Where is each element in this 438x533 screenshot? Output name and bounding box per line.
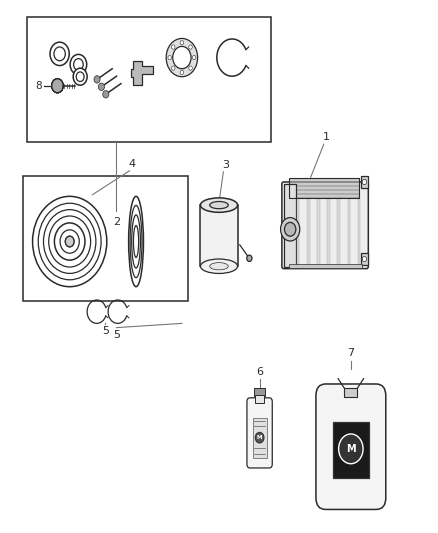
Circle shape bbox=[74, 59, 83, 70]
Bar bbox=[289, 178, 359, 198]
FancyBboxPatch shape bbox=[316, 384, 386, 510]
Circle shape bbox=[339, 434, 363, 464]
Bar bbox=[201, 205, 237, 266]
Bar bbox=[27, 17, 272, 142]
Bar bbox=[332, 422, 369, 478]
FancyBboxPatch shape bbox=[282, 182, 368, 269]
Text: 8: 8 bbox=[35, 81, 42, 91]
Circle shape bbox=[189, 66, 192, 70]
Circle shape bbox=[173, 46, 191, 69]
Circle shape bbox=[65, 236, 74, 247]
Text: 5: 5 bbox=[113, 330, 120, 340]
Circle shape bbox=[281, 217, 300, 241]
Bar bbox=[289, 186, 359, 189]
Ellipse shape bbox=[210, 263, 228, 270]
Bar bbox=[253, 418, 267, 458]
Circle shape bbox=[255, 432, 264, 443]
Bar bbox=[284, 184, 296, 266]
Circle shape bbox=[52, 79, 63, 93]
Text: 7: 7 bbox=[347, 348, 354, 358]
Bar bbox=[361, 176, 368, 188]
Circle shape bbox=[362, 256, 367, 262]
Bar bbox=[22, 176, 188, 301]
Bar bbox=[289, 190, 359, 193]
Circle shape bbox=[52, 79, 63, 93]
Circle shape bbox=[52, 79, 63, 93]
Text: 6: 6 bbox=[256, 367, 263, 377]
Text: 1: 1 bbox=[322, 132, 329, 142]
Bar bbox=[361, 253, 368, 265]
Ellipse shape bbox=[201, 259, 237, 273]
Bar bbox=[289, 178, 359, 181]
Circle shape bbox=[70, 54, 87, 75]
Text: 4: 4 bbox=[128, 159, 135, 169]
Circle shape bbox=[192, 55, 196, 60]
Circle shape bbox=[50, 42, 69, 66]
Text: M: M bbox=[257, 435, 262, 440]
Circle shape bbox=[99, 83, 105, 91]
Bar bbox=[348, 198, 350, 266]
Circle shape bbox=[172, 66, 175, 70]
Circle shape bbox=[247, 255, 252, 262]
Bar bbox=[344, 387, 357, 397]
Polygon shape bbox=[131, 61, 152, 85]
Circle shape bbox=[168, 55, 171, 60]
Bar bbox=[289, 194, 359, 197]
Circle shape bbox=[73, 68, 87, 85]
Circle shape bbox=[172, 45, 175, 49]
Text: M: M bbox=[346, 444, 356, 454]
FancyBboxPatch shape bbox=[247, 398, 272, 468]
Circle shape bbox=[52, 79, 63, 93]
Text: 5: 5 bbox=[102, 326, 109, 336]
Bar bbox=[307, 198, 310, 266]
Circle shape bbox=[54, 47, 65, 61]
Ellipse shape bbox=[201, 198, 237, 212]
Circle shape bbox=[189, 45, 192, 49]
Circle shape bbox=[180, 70, 184, 75]
Text: 3: 3 bbox=[222, 160, 229, 169]
Circle shape bbox=[285, 222, 296, 236]
Bar bbox=[327, 198, 330, 266]
Circle shape bbox=[103, 91, 109, 98]
Circle shape bbox=[180, 41, 184, 45]
Text: 2: 2 bbox=[113, 217, 120, 227]
Circle shape bbox=[52, 79, 63, 93]
Bar bbox=[289, 182, 359, 185]
Ellipse shape bbox=[210, 201, 228, 209]
Bar bbox=[289, 264, 362, 268]
Circle shape bbox=[94, 76, 100, 83]
Bar bbox=[255, 394, 264, 403]
Bar bbox=[297, 198, 299, 266]
Bar bbox=[358, 198, 360, 266]
Circle shape bbox=[52, 79, 63, 93]
Bar bbox=[254, 387, 265, 396]
Bar bbox=[337, 198, 340, 266]
Bar bbox=[317, 198, 320, 266]
Circle shape bbox=[76, 72, 84, 82]
Circle shape bbox=[166, 38, 198, 77]
Circle shape bbox=[362, 179, 367, 184]
